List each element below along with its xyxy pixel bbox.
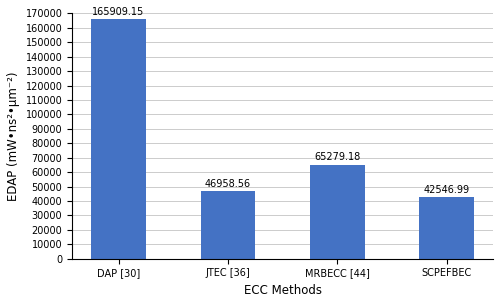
Bar — [420, 197, 474, 259]
Text: 46958.56: 46958.56 — [205, 179, 251, 189]
Bar — [200, 191, 255, 259]
Text: 165909.15: 165909.15 — [92, 7, 144, 17]
Text: 42546.99: 42546.99 — [424, 185, 470, 195]
Bar — [91, 19, 146, 259]
Text: 65279.18: 65279.18 — [314, 152, 360, 162]
Bar — [310, 164, 364, 259]
Y-axis label: EDAP (mW•ns²•μm⁻²): EDAP (mW•ns²•μm⁻²) — [7, 71, 20, 201]
X-axis label: ECC Methods: ECC Methods — [244, 284, 322, 297]
